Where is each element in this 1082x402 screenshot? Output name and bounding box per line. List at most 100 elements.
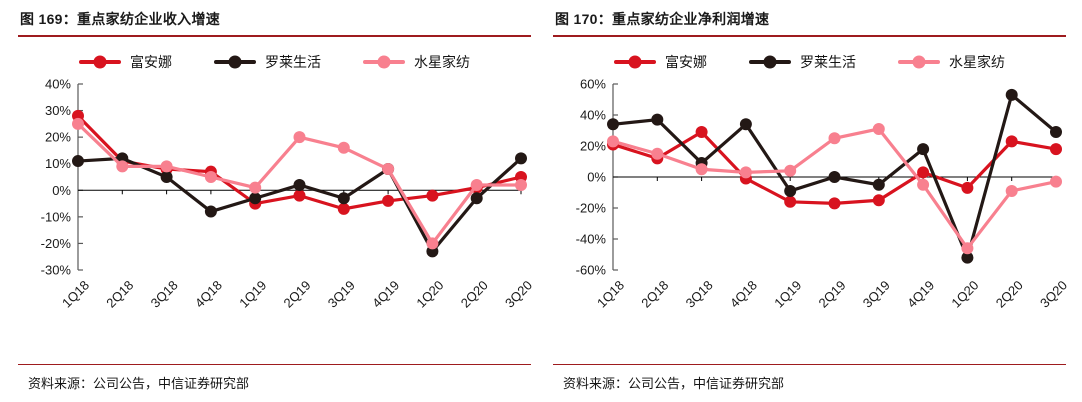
series-line-0 xyxy=(72,109,527,215)
revenue-growth-line-chart: -30% -20% -10% 0% 10% 20% 30% 40% 1Q18 2Q18 3Q18 4Q… xyxy=(41,77,535,311)
series-line-2 xyxy=(72,117,527,250)
legend-marker-dot xyxy=(912,55,926,69)
legend-marker-line xyxy=(898,55,940,69)
y-axis-labels: -60% -40% -20% 0% 20% 40% 60% xyxy=(576,77,607,278)
legend-item: 水星家纺 xyxy=(363,52,470,72)
x-axis-labels: 1Q18 2Q18 3Q18 4Q18 1Q19 2Q19 3Q19 4Q19 1Q20 2Q20… xyxy=(59,278,535,311)
legend-item: 富安娜 xyxy=(614,52,707,72)
data-point xyxy=(337,202,350,215)
legend-item: 水星家纺 xyxy=(898,52,1005,72)
data-point xyxy=(337,192,350,205)
data-point xyxy=(784,164,797,177)
figure-title: 图 169：重点家纺企业收入增速 xyxy=(18,8,531,37)
data-point xyxy=(293,131,306,144)
svg-text:-20%: -20% xyxy=(41,236,72,251)
svg-text:0%: 0% xyxy=(52,183,71,198)
legend-item: 罗莱生活 xyxy=(214,52,321,72)
legend-marker-line xyxy=(363,55,405,69)
data-point xyxy=(695,126,708,139)
data-point xyxy=(1050,126,1062,139)
data-point xyxy=(515,178,527,191)
data-point xyxy=(72,155,84,168)
svg-text:3Q18: 3Q18 xyxy=(148,278,181,311)
data-point xyxy=(739,166,752,179)
svg-text:10%: 10% xyxy=(45,156,71,171)
svg-text:2Q20: 2Q20 xyxy=(458,278,491,311)
legend-item: 富安娜 xyxy=(79,52,172,72)
figure-title: 图 170：重点家纺企业净利润增速 xyxy=(553,8,1066,37)
svg-text:4Q19: 4Q19 xyxy=(369,278,402,311)
svg-text:-10%: -10% xyxy=(41,209,72,224)
data-point xyxy=(607,118,619,131)
data-point xyxy=(828,132,841,145)
svg-text:2Q18: 2Q18 xyxy=(638,278,671,311)
legend-label: 水星家纺 xyxy=(414,54,470,70)
legend-marker-line xyxy=(79,55,121,69)
legend-marker-dot xyxy=(763,55,777,69)
y-axis-labels: -30% -20% -10% 0% 10% 20% 30% 40% xyxy=(41,77,72,278)
svg-text:60%: 60% xyxy=(580,77,606,92)
net-profit-growth-line-chart: -60%-40%-20%0%20%40%60%1Q18 2Q18 3Q18 4Q18 1… xyxy=(576,77,1070,311)
data-point xyxy=(293,189,306,202)
legend-label: 罗莱生活 xyxy=(800,54,856,70)
data-point xyxy=(695,163,708,176)
data-point xyxy=(872,122,885,135)
svg-text:2Q19: 2Q19 xyxy=(281,278,314,311)
data-point xyxy=(382,194,395,207)
data-point xyxy=(828,197,841,210)
data-point xyxy=(426,189,439,202)
legend-label: 水星家纺 xyxy=(949,54,1005,70)
svg-text:0%: 0% xyxy=(587,170,606,185)
figure-panel-revenue-growth: 图 169：重点家纺企业收入增速 富安娜 罗莱生活 水星家纺 -30% -20% -10… xyxy=(18,8,535,392)
legend-label: 富安娜 xyxy=(665,54,707,70)
data-point xyxy=(1005,184,1018,197)
source-note: 资料来源：公司公告，中信证券研究部 xyxy=(18,364,531,392)
data-point xyxy=(961,242,974,255)
svg-text:3Q19: 3Q19 xyxy=(860,278,893,311)
data-point xyxy=(337,141,350,154)
data-point xyxy=(651,113,664,126)
svg-text:3Q19: 3Q19 xyxy=(325,278,358,311)
x-axis-labels: 1Q18 2Q18 3Q18 4Q18 1Q19 2Q19 3Q19 4Q19 1Q20 2Q20… xyxy=(594,278,1070,311)
svg-text:40%: 40% xyxy=(45,77,71,92)
svg-text:20%: 20% xyxy=(580,139,606,154)
data-point xyxy=(739,118,752,131)
data-point xyxy=(204,205,217,218)
data-point xyxy=(515,152,527,165)
chart-legend: 富安娜 罗莱生活 水星家纺 xyxy=(18,52,531,72)
data-point xyxy=(828,171,841,183)
svg-text:1Q18: 1Q18 xyxy=(594,278,627,311)
svg-text:40%: 40% xyxy=(580,108,606,123)
data-point xyxy=(204,171,217,183)
source-note: 资料来源：公司公告，中信证券研究部 xyxy=(553,364,1066,392)
svg-text:1Q19: 1Q19 xyxy=(236,278,269,311)
svg-text:1Q20: 1Q20 xyxy=(948,278,981,311)
svg-text:30%: 30% xyxy=(45,103,71,118)
chart-legend: 富安娜 罗莱生活 水星家纺 xyxy=(553,52,1066,72)
svg-text:4Q19: 4Q19 xyxy=(904,278,937,311)
legend-item: 罗莱生活 xyxy=(749,52,856,72)
legend-marker-dot xyxy=(93,55,107,69)
data-point xyxy=(961,181,974,194)
data-point xyxy=(426,237,439,250)
data-point xyxy=(470,178,483,191)
svg-text:4Q18: 4Q18 xyxy=(192,278,225,311)
legend-marker-dot xyxy=(228,55,242,69)
legend-label: 罗莱生活 xyxy=(265,54,321,70)
svg-text:3Q18: 3Q18 xyxy=(683,278,716,311)
data-point xyxy=(784,195,797,208)
data-point xyxy=(249,181,262,194)
data-point xyxy=(72,117,84,130)
svg-text:2Q19: 2Q19 xyxy=(816,278,849,311)
data-point xyxy=(917,143,930,156)
legend-marker-line xyxy=(749,55,791,69)
figure-panel-net-profit-growth: 图 170：重点家纺企业净利润增速 富安娜 罗莱生活 水星家纺 -60% -40% -2… xyxy=(553,8,1070,392)
svg-text:2Q18: 2Q18 xyxy=(103,278,136,311)
legend-marker-dot xyxy=(628,55,642,69)
legend-marker-line xyxy=(614,55,656,69)
data-point xyxy=(917,166,930,179)
svg-text:-20%: -20% xyxy=(576,201,607,216)
svg-text:1Q18: 1Q18 xyxy=(59,278,92,311)
data-point xyxy=(160,171,173,183)
